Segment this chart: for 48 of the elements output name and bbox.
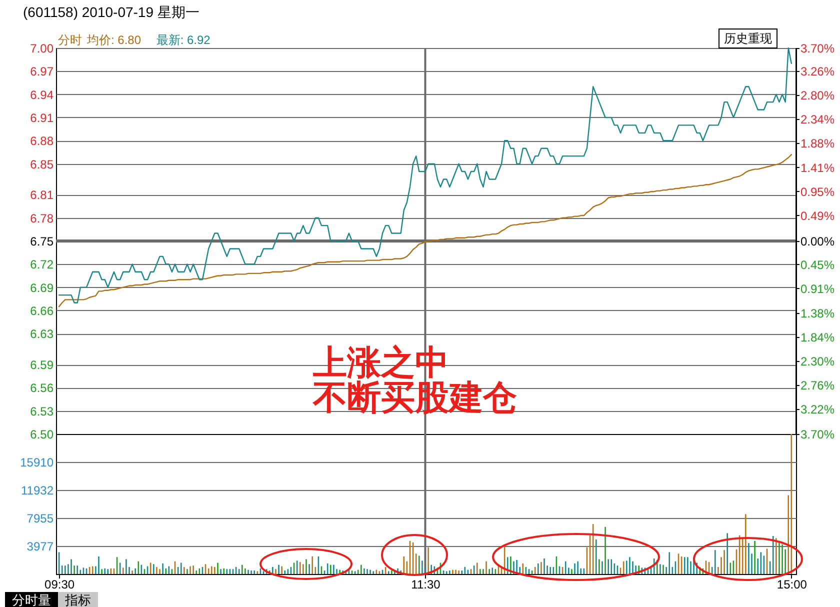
- y-tick-label: 6.91: [30, 110, 54, 125]
- y2-tick-label: 0.49%: [800, 208, 835, 223]
- chart-title: (601158) 2010-07-19 星期一: [23, 4, 200, 20]
- y2-tick-label: 0.95%: [800, 184, 835, 199]
- y-tick-label: 6.72: [30, 258, 54, 272]
- y2-tick-label: 1.84%: [800, 330, 835, 344]
- text: 历史重现: [724, 32, 772, 46]
- y-tick-label: 6.59: [30, 358, 54, 372]
- y2-tick-label: 1.38%: [800, 306, 835, 320]
- y2-tick-label: 2.80%: [800, 88, 835, 102]
- y-tick-label: 15910: [20, 456, 54, 470]
- y-tick-label: 6.69: [30, 280, 54, 295]
- y-tick-label: 6.88: [30, 134, 54, 148]
- y-tick-label: 6.56: [30, 381, 54, 396]
- x-tick-label: 15:00: [776, 578, 808, 592]
- text: 分时量: [12, 592, 51, 607]
- y2-tick-label: 3.70%: [800, 42, 835, 56]
- y2-tick-label: 1.41%: [800, 160, 835, 175]
- y-tick-label: 6.81: [30, 188, 54, 202]
- y-tick-label: 6.85: [30, 157, 54, 172]
- text: 最新: 6.92: [156, 33, 211, 47]
- y2-tick-label: 2.34%: [800, 112, 835, 126]
- y2-tick-label: 3.22%: [800, 402, 835, 416]
- y-tick-label: 11932: [21, 484, 54, 498]
- text: 指标: [64, 592, 91, 607]
- x-tick-label: 11:30: [411, 578, 441, 592]
- y-tick-label: 6.94: [30, 88, 54, 102]
- y-tick-label: 7955: [26, 512, 54, 526]
- legend-title: 分时: [58, 33, 82, 47]
- y-tick-label: 6.63: [30, 327, 54, 342]
- x-tick-label: 09:30: [44, 578, 75, 592]
- y2-tick-label: 3.70%: [800, 428, 835, 442]
- y-tick-label: 6.50: [30, 428, 54, 442]
- y2-tick-label: 3.26%: [800, 64, 835, 78]
- y2-tick-label: 0.45%: [800, 258, 835, 272]
- y-tick-label: 6.78: [30, 211, 54, 226]
- y2-tick-label: 0.91%: [800, 282, 835, 296]
- y2-tick-label: 2.30%: [800, 354, 835, 368]
- y-tick-label: 6.75: [30, 234, 54, 248]
- y2-tick-label: 2.76%: [800, 378, 835, 392]
- y-tick-label: 6.66: [30, 304, 54, 318]
- y-tick-label: 3977: [26, 540, 54, 554]
- y-tick-label: 6.53: [30, 404, 54, 418]
- y-tick-label: 6.97: [30, 64, 54, 79]
- text: 均价: 6.80: [86, 33, 142, 47]
- y-tick-label: 7.00: [30, 42, 54, 56]
- y2-tick-label: 0.00%: [800, 234, 835, 248]
- y2-tick-label: 1.88%: [800, 136, 835, 150]
